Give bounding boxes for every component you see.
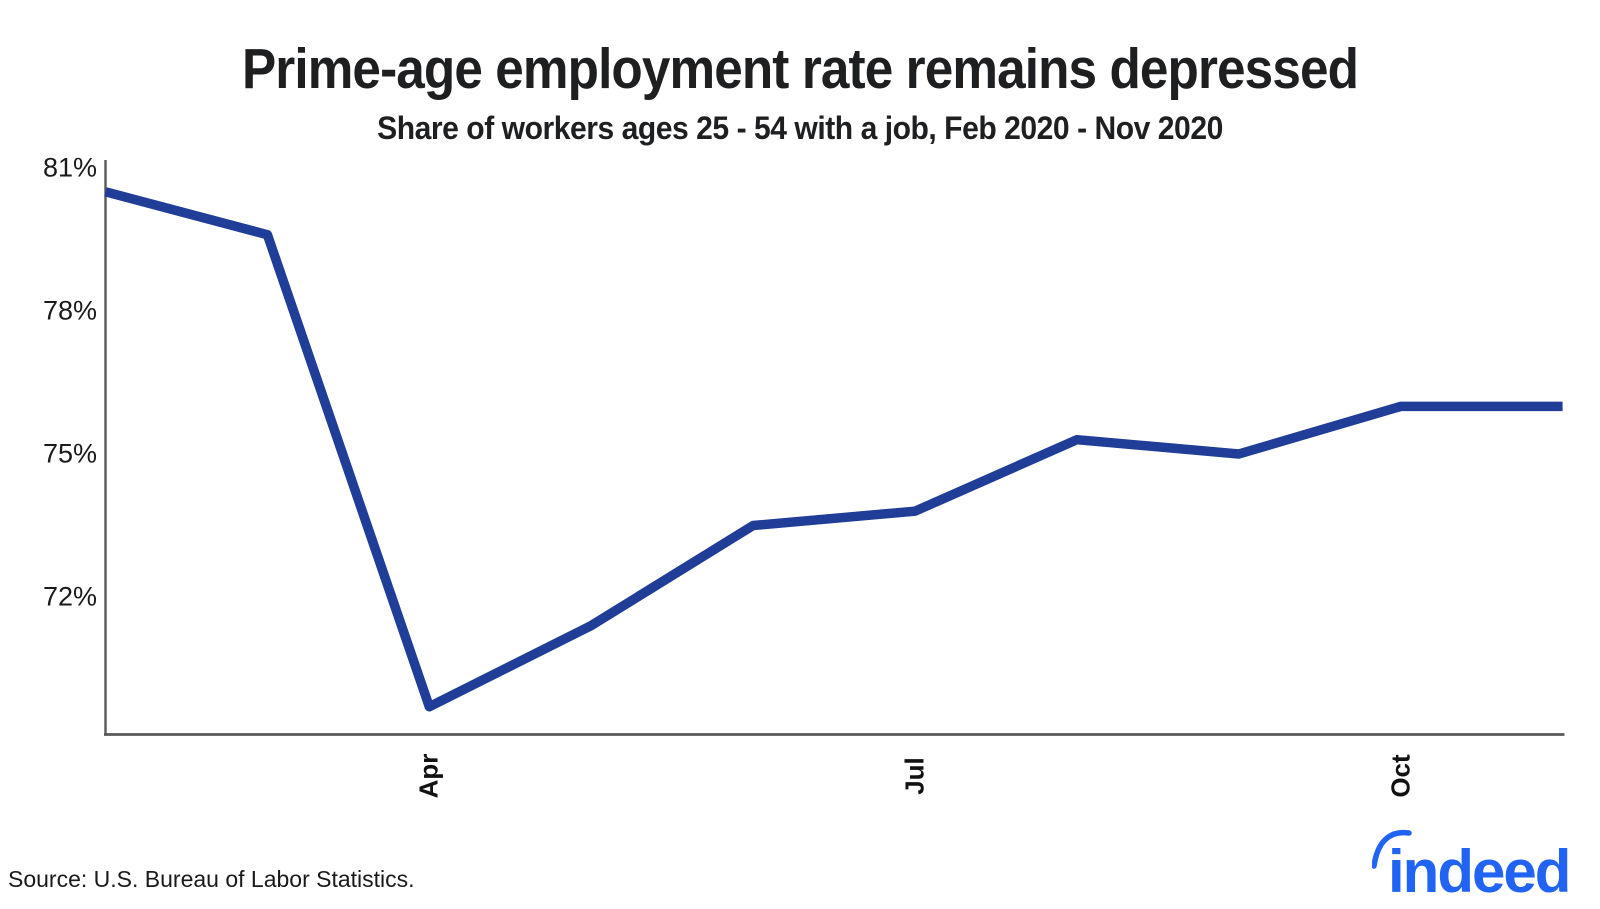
employment-rate-line	[104, 187, 1563, 712]
x-axis-tick-label-apr: Apr	[413, 753, 444, 799]
x-axis-tick-label-oct: Oct	[1385, 754, 1416, 798]
chart-title: Prime-age employment rate remains depres…	[241, 37, 1359, 101]
indeed-swoosh-icon	[1372, 829, 1412, 869]
y-axis-tick-label-78: 78%	[42, 295, 97, 326]
indeed-logo-text: indeed	[1388, 838, 1569, 900]
indeed-logo: indeed	[1372, 829, 1571, 900]
y-axis-tick-label-81: 81%	[42, 152, 97, 183]
source-text: Source: U.S. Bureau of Labor Statistics.	[8, 866, 415, 892]
chart-subtitle: Share of workers ages 25 - 54 with a job…	[377, 110, 1223, 146]
x-axis-tick-label-jul: Jul	[899, 757, 930, 795]
y-axis-tick-label-75: 75%	[42, 438, 97, 469]
y-axis-tick-label-72: 72%	[42, 581, 97, 612]
